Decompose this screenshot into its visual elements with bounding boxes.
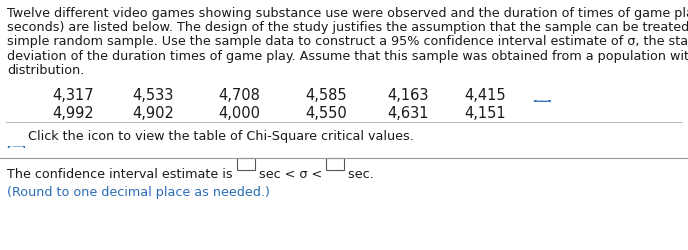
Text: deviation of the duration times of game play. Assume that this sample was obtain: deviation of the duration times of game … <box>7 50 688 62</box>
Text: Twelve different video games showing substance use were observed and the duratio: Twelve different video games showing sub… <box>7 7 688 20</box>
Text: 4,317: 4,317 <box>52 88 94 103</box>
Text: sec < σ <: sec < σ < <box>255 168 326 181</box>
FancyBboxPatch shape <box>535 100 550 102</box>
Text: 4,902: 4,902 <box>132 106 174 121</box>
Text: The confidence interval estimate is: The confidence interval estimate is <box>7 168 237 181</box>
Text: simple random sample. Use the sample data to construct a 95% confidence interval: simple random sample. Use the sample dat… <box>7 36 688 49</box>
Text: (Round to one decimal place as needed.): (Round to one decimal place as needed.) <box>7 186 270 199</box>
Text: 4,708: 4,708 <box>218 88 260 103</box>
Text: 4,151: 4,151 <box>464 106 506 121</box>
Text: 4,585: 4,585 <box>305 88 347 103</box>
Text: 4,550: 4,550 <box>305 106 347 121</box>
Text: 4,533: 4,533 <box>132 88 173 103</box>
Text: 4,631: 4,631 <box>387 106 429 121</box>
Text: Click the icon to view the table of Chi-Square critical values.: Click the icon to view the table of Chi-… <box>28 130 414 143</box>
Text: seconds) are listed below. The design of the study justifies the assumption that: seconds) are listed below. The design of… <box>7 21 688 34</box>
FancyBboxPatch shape <box>326 158 344 170</box>
FancyBboxPatch shape <box>8 146 24 148</box>
Text: 4,163: 4,163 <box>387 88 429 103</box>
Text: sec.: sec. <box>344 168 374 181</box>
Text: distribution.: distribution. <box>7 64 85 77</box>
FancyBboxPatch shape <box>537 100 548 102</box>
Text: 4,000: 4,000 <box>218 106 260 121</box>
FancyBboxPatch shape <box>237 158 255 170</box>
Text: 4,992: 4,992 <box>52 106 94 121</box>
Text: 4,415: 4,415 <box>464 88 506 103</box>
